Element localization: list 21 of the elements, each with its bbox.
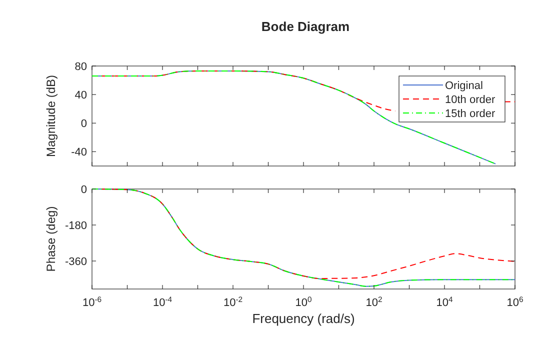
y-tick-label: -180 <box>64 220 87 232</box>
x-tick-label: 10$^{-2}$ <box>223 294 243 309</box>
x-tick-label: 10$^{2}$ <box>366 294 382 309</box>
y-axis-title: Phase (deg) <box>44 206 58 272</box>
x-axis-title: Frequency (rad/s) <box>252 311 355 326</box>
y-tick-label: -40 <box>71 146 87 159</box>
x-tick-label: 10$^{4}$ <box>436 294 454 309</box>
x-tick-label: 10$^{-6}$ <box>82 294 102 309</box>
legend-label: 10th order <box>445 94 496 106</box>
y-tick-label: 80 <box>74 61 87 73</box>
legend-label: 15th order <box>445 108 496 120</box>
x-tick-label: 10$^{6}$ <box>506 294 524 309</box>
y-tick-label: 0 <box>80 184 87 196</box>
x-tick-label: 10$^{-4}$ <box>152 294 173 309</box>
y-tick-label: -360 <box>64 256 87 268</box>
y-tick-label: 0 <box>80 118 87 130</box>
y-axis-title: Magnitude (dB) <box>44 74 58 158</box>
x-tick-label: 10$^{0}$ <box>295 294 312 309</box>
chart-title: Bode Diagram <box>261 19 350 34</box>
y-tick-label: 40 <box>74 90 87 102</box>
legend-label: Original <box>445 80 483 92</box>
